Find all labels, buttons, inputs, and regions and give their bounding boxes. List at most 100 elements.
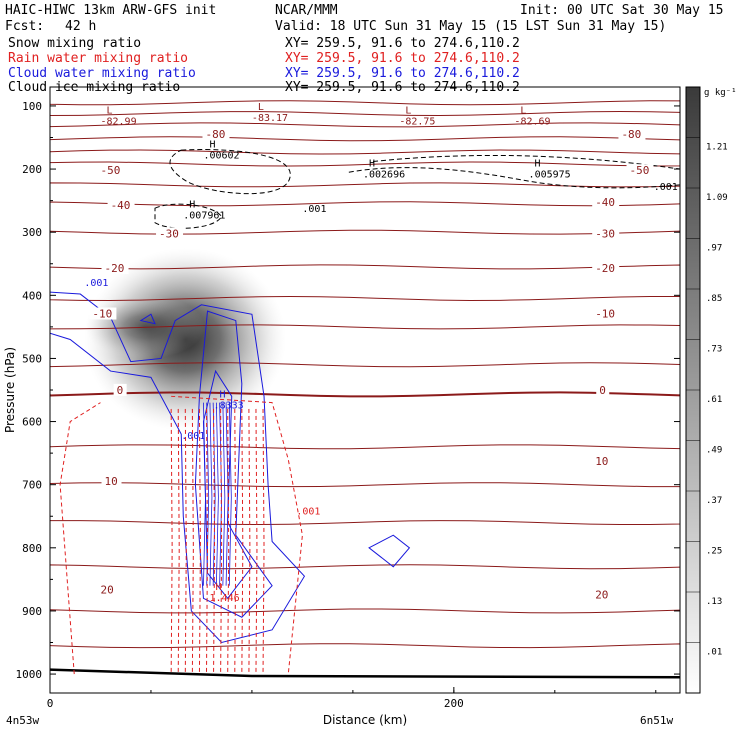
isotherm-label: -10 bbox=[92, 308, 112, 321]
rain-water-contour bbox=[59, 402, 101, 675]
isotherm-label-bg bbox=[113, 383, 127, 396]
extremum-value: -83.17 bbox=[252, 113, 288, 124]
cloud-ice-contour bbox=[373, 154, 680, 170]
extremum-type: H bbox=[220, 390, 226, 401]
legend-snow-label: Snow mixing ratio bbox=[8, 36, 142, 51]
colorbar-unit: g kg⁻¹ bbox=[704, 88, 737, 98]
isotherm-line bbox=[50, 482, 680, 488]
isotherm-label: 10 bbox=[595, 455, 608, 468]
extremum-value: .005975 bbox=[529, 170, 571, 181]
isotherm-line bbox=[50, 149, 680, 155]
isotherm-line bbox=[50, 136, 680, 142]
colorbar-label: 1.09 bbox=[706, 193, 728, 203]
cloud-water-contour bbox=[139, 313, 156, 325]
y-tick-label: 1000 bbox=[16, 668, 43, 681]
rain-water-contour bbox=[171, 395, 303, 675]
extremum-type: L bbox=[258, 102, 264, 113]
colorbar-label: .61 bbox=[706, 395, 722, 405]
isotherm-label: 0 bbox=[117, 384, 124, 397]
isotherm-label-bg bbox=[97, 583, 118, 596]
x-end-endpoint: 6n51w bbox=[640, 714, 673, 727]
extremum-value: .002696 bbox=[363, 170, 405, 181]
y-tick-label: 400 bbox=[22, 289, 42, 302]
x-axis-title: Distance (km) bbox=[323, 713, 407, 727]
rain-water-contour bbox=[177, 408, 180, 675]
isotherm-line bbox=[50, 391, 680, 398]
legend-snow-xy: XY= 259.5, 91.6 to 274.6,110.2 bbox=[285, 36, 520, 51]
isotherm-label-bg bbox=[592, 455, 613, 468]
x-tick-label: 0 bbox=[47, 697, 54, 710]
isotherm-label: -10 bbox=[595, 308, 615, 321]
isotherm-label: -40 bbox=[111, 199, 131, 212]
extremum-type: L bbox=[520, 106, 526, 117]
legend-cloudwater-xy: XY= 259.5, 91.6 to 274.6,110.2 bbox=[285, 66, 520, 81]
cloud-water-contour bbox=[228, 402, 232, 586]
isotherm-label: 0 bbox=[599, 384, 606, 397]
colorbar-label: .13 bbox=[706, 597, 722, 607]
y-tick-label: 500 bbox=[22, 352, 42, 365]
extremum-value: .8333 bbox=[214, 401, 244, 412]
forecast-hour: 42 h bbox=[65, 19, 97, 34]
org-label: NCAR/MMM bbox=[275, 3, 338, 18]
extremum-value: -82.99 bbox=[100, 117, 136, 128]
extremum-value: .007961 bbox=[183, 211, 225, 222]
rain-water-contour bbox=[234, 408, 237, 675]
isotherm-line bbox=[50, 324, 680, 330]
colorbar-label: 1.21 bbox=[706, 143, 728, 153]
colorbar-label: .97 bbox=[706, 244, 722, 254]
y-tick-label: 800 bbox=[22, 542, 42, 555]
x-tick-label: 200 bbox=[444, 697, 464, 710]
isotherm-label: -50 bbox=[630, 164, 650, 177]
rain-water-contour bbox=[248, 408, 251, 675]
isotherm-line bbox=[50, 643, 680, 649]
isotherm-label-bg bbox=[97, 164, 125, 177]
isotherm-label-bg bbox=[592, 307, 620, 320]
cloud-water-contour bbox=[203, 402, 206, 586]
isotherm-label: -30 bbox=[159, 227, 179, 240]
isotherm-label-bg bbox=[156, 227, 184, 240]
isotherm-line bbox=[50, 564, 680, 570]
extremum-type: L bbox=[405, 106, 411, 117]
extremum-type: H bbox=[189, 200, 195, 211]
x-start-endpoint: 4n53w bbox=[6, 714, 39, 727]
colorbar-label: .25 bbox=[706, 547, 722, 557]
legend-rain-label: Rain water mixing ratio bbox=[8, 51, 189, 66]
extremum-type: H bbox=[369, 159, 375, 170]
y-axis-title: Pressure (hPa) bbox=[3, 347, 17, 433]
isotherm-line bbox=[50, 295, 680, 301]
isotherm-label-bg bbox=[592, 195, 620, 208]
contour-value-label: .001 bbox=[302, 204, 326, 215]
isotherm-line bbox=[50, 608, 680, 614]
colorbar: g kg⁻¹ .01 .13 .25 .37 .49 .61 .73 .85 .97 1.09 1.… bbox=[685, 86, 737, 694]
isotherm-label: -80 bbox=[621, 128, 641, 141]
isotherm-label-bg bbox=[592, 262, 620, 275]
cloud-water-contour bbox=[368, 534, 411, 568]
isotherm-line bbox=[50, 444, 680, 450]
isotherm-line bbox=[50, 182, 680, 188]
contour-value-label: .001 bbox=[84, 278, 108, 289]
extremum-type: L bbox=[106, 106, 112, 117]
rain-water-contour bbox=[191, 408, 194, 675]
cloud-water-contour bbox=[219, 402, 223, 586]
y-tick-label: 200 bbox=[22, 163, 42, 176]
cloud-ice-contour bbox=[169, 149, 291, 195]
isotherm-label: -80 bbox=[205, 128, 225, 141]
isotherm-label-bg bbox=[101, 474, 122, 487]
isotherm-label-bg bbox=[626, 164, 654, 177]
isotherm-label: 20 bbox=[100, 583, 113, 596]
colorbar-label: .85 bbox=[706, 294, 722, 304]
plot-area: -30 -30 -40 -40 -50 -50 -80 -80 -20 -20 -10 -10 0 0 10… bbox=[50, 100, 680, 679]
rain-water-contour bbox=[227, 408, 230, 675]
isotherm-line bbox=[50, 362, 680, 368]
y-tick-label: 900 bbox=[22, 605, 42, 618]
extremum-value: -82.75 bbox=[399, 117, 435, 128]
contour-value-label: .001 bbox=[296, 506, 320, 517]
rain-water-contour bbox=[241, 408, 244, 675]
extremum-type: H bbox=[216, 582, 222, 593]
extremum-value: .00602 bbox=[203, 151, 239, 162]
isotherm-label: 10 bbox=[105, 475, 118, 488]
legend-rain-xy: XY= 259.5, 91.6 to 274.6,110.2 bbox=[285, 51, 520, 66]
isotherm-line bbox=[50, 100, 680, 106]
isotherm-label: -40 bbox=[595, 196, 615, 209]
